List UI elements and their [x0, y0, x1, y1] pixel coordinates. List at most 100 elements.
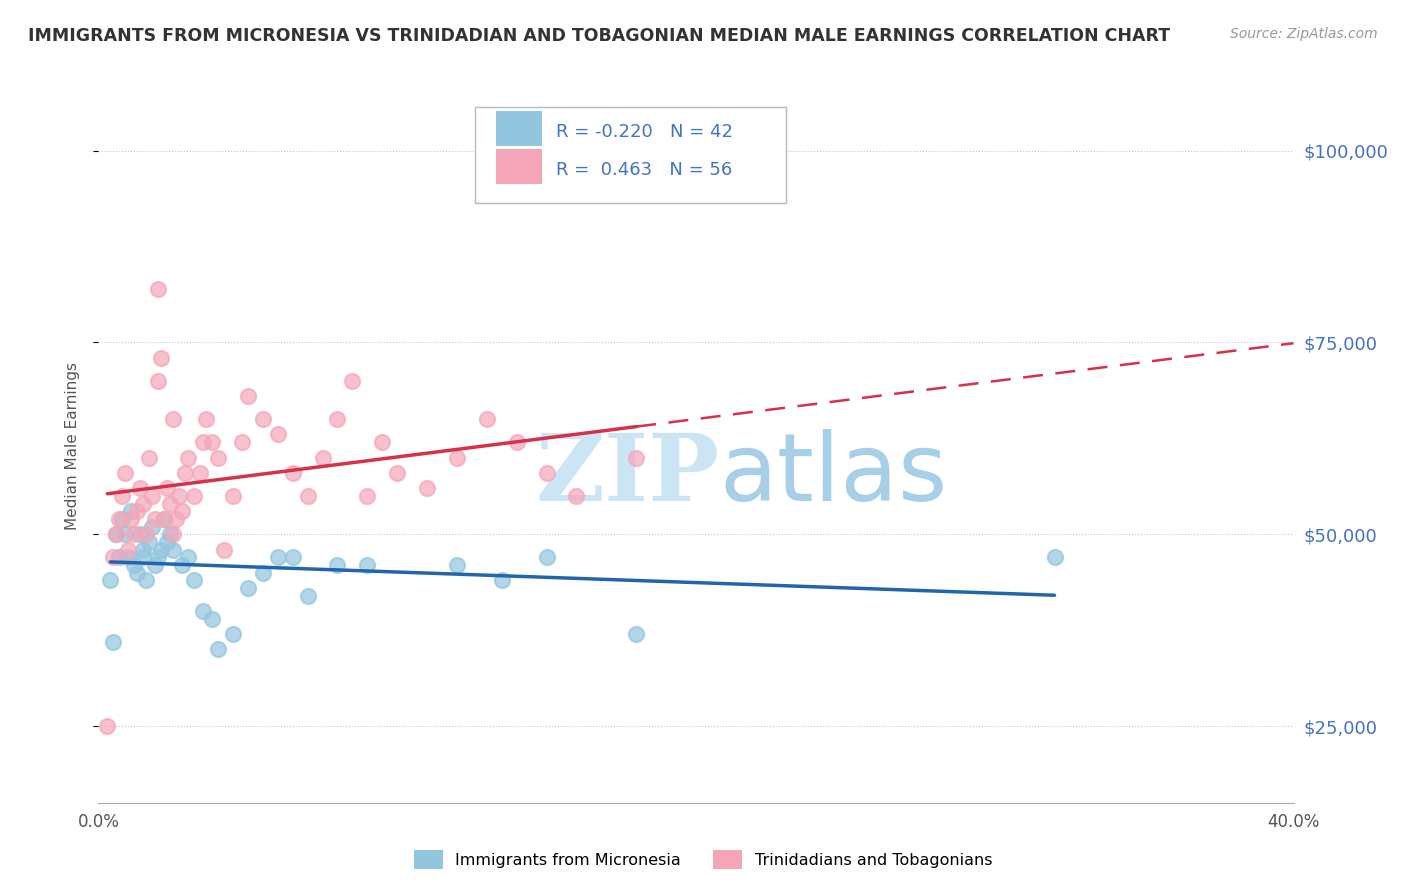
Point — [183, 574, 205, 588]
Point — [201, 612, 224, 626]
Point — [103, 634, 125, 648]
Point — [506, 435, 529, 450]
Point — [162, 527, 184, 541]
Point — [103, 550, 125, 565]
Point — [98, 574, 122, 588]
Point — [188, 466, 211, 480]
Point — [207, 450, 229, 465]
Point — [114, 527, 136, 541]
Point — [311, 450, 333, 465]
Point — [96, 719, 118, 733]
Point — [108, 550, 131, 565]
Point — [565, 489, 588, 503]
Point — [191, 604, 214, 618]
Text: atlas: atlas — [720, 428, 948, 521]
Point — [165, 512, 187, 526]
Point — [132, 550, 155, 565]
Text: ZIP: ZIP — [536, 430, 720, 519]
Point — [1043, 550, 1066, 565]
Point — [236, 389, 259, 403]
Legend: Immigrants from Micronesia, Trinidadians and Tobagonians: Immigrants from Micronesia, Trinidadians… — [408, 844, 998, 875]
Point — [124, 558, 146, 572]
Point — [129, 481, 152, 495]
Point — [141, 489, 163, 503]
Point — [183, 489, 205, 503]
Point — [120, 504, 142, 518]
Point — [129, 527, 152, 541]
Text: R =  0.463   N = 56: R = 0.463 N = 56 — [557, 161, 733, 178]
Point — [475, 412, 498, 426]
Point — [156, 535, 179, 549]
Text: R = -0.220   N = 42: R = -0.220 N = 42 — [557, 123, 733, 141]
Point — [356, 489, 378, 503]
Text: Source: ZipAtlas.com: Source: ZipAtlas.com — [1230, 27, 1378, 41]
Point — [222, 489, 245, 503]
Point — [172, 504, 194, 518]
Point — [117, 550, 139, 565]
Point — [159, 497, 181, 511]
Point — [267, 427, 290, 442]
Point — [177, 550, 200, 565]
Point — [108, 512, 131, 526]
Point — [371, 435, 394, 450]
Point — [162, 412, 184, 426]
Y-axis label: Median Male Earnings: Median Male Earnings — [65, 362, 80, 530]
Point — [626, 627, 648, 641]
Point — [148, 282, 170, 296]
Point — [326, 558, 349, 572]
Point — [281, 550, 304, 565]
Point — [626, 450, 648, 465]
Point — [446, 558, 468, 572]
Point — [111, 489, 134, 503]
Point — [172, 558, 194, 572]
Point — [174, 466, 197, 480]
Point — [207, 642, 229, 657]
Point — [135, 574, 157, 588]
Point — [150, 542, 173, 557]
Bar — [475, 107, 786, 203]
Point — [114, 466, 136, 480]
Point — [416, 481, 439, 495]
Point — [148, 550, 170, 565]
Point — [326, 412, 349, 426]
Point — [342, 374, 364, 388]
Point — [446, 450, 468, 465]
Point — [536, 550, 558, 565]
Point — [252, 412, 274, 426]
Point — [195, 412, 218, 426]
Point — [491, 574, 513, 588]
Point — [159, 527, 181, 541]
Point — [201, 435, 224, 450]
Point — [124, 527, 146, 541]
Point — [143, 512, 166, 526]
Point — [138, 450, 160, 465]
Point — [536, 466, 558, 480]
Point — [212, 542, 235, 557]
Point — [177, 450, 200, 465]
Text: IMMIGRANTS FROM MICRONESIA VS TRINIDADIAN AND TOBAGONIAN MEDIAN MALE EARNINGS CO: IMMIGRANTS FROM MICRONESIA VS TRINIDADIA… — [28, 27, 1170, 45]
Point — [297, 589, 319, 603]
Point — [297, 489, 319, 503]
Point — [236, 581, 259, 595]
Point — [222, 627, 245, 641]
Point — [191, 435, 214, 450]
Point — [127, 566, 149, 580]
Point — [231, 435, 253, 450]
Point — [105, 527, 128, 541]
Point — [117, 542, 139, 557]
Point — [148, 374, 170, 388]
Point — [132, 497, 155, 511]
Point — [252, 566, 274, 580]
Bar — [496, 111, 541, 146]
Bar — [496, 149, 541, 184]
Point — [150, 351, 173, 365]
Point — [281, 466, 304, 480]
Point — [162, 542, 184, 557]
Point — [356, 558, 378, 572]
Point — [138, 535, 160, 549]
Point — [153, 512, 176, 526]
Point — [143, 558, 166, 572]
Point — [127, 504, 149, 518]
Point — [120, 512, 142, 526]
Point — [167, 489, 190, 503]
